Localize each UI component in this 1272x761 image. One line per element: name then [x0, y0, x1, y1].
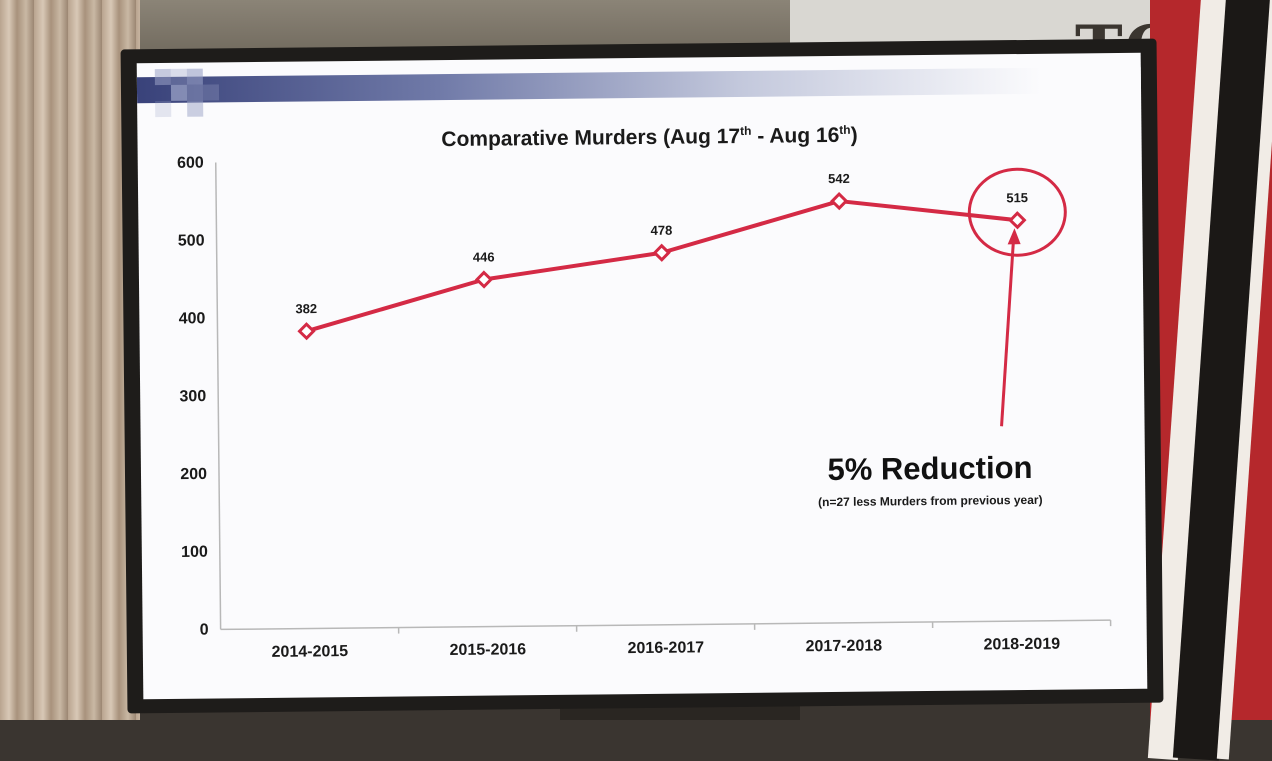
chart-title-superscript: th — [740, 124, 751, 138]
data-value-label: 515 — [1006, 190, 1028, 205]
chart-title-middle: - Aug 16 — [751, 124, 839, 148]
data-point-marker — [655, 246, 669, 260]
y-tick-label: 200 — [180, 466, 207, 483]
data-value-label: 542 — [828, 171, 850, 186]
y-axis-line — [216, 162, 221, 629]
series-line — [298, 192, 1025, 338]
chart-title-prefix: Comparative Murders (Aug 17 — [441, 125, 740, 151]
data-point-marker — [832, 194, 846, 208]
x-category-label: 2018-2019 — [983, 636, 1060, 654]
chart-title-suffix: ) — [851, 124, 858, 147]
y-axis-ticks: 0 100 200 300 400 500 600 — [177, 155, 209, 639]
x-category-label: 2017-2018 — [805, 637, 882, 655]
x-axis-categories: 2014-2015 2015-2016 2016-2017 2017-2018 2018… — [271, 620, 1111, 661]
line-chart: Comparative Murders (Aug 17th - Aug 16th… — [137, 53, 1148, 699]
y-tick-label: 100 — [181, 544, 208, 561]
y-tick-label: 300 — [179, 388, 206, 405]
annotation-subtitle: (n=27 less Murders from previous year) — [818, 493, 1043, 509]
data-value-label: 446 — [473, 249, 495, 264]
curtain-background — [0, 0, 140, 720]
chart-title-superscript-2: th — [839, 123, 850, 137]
annotation-arrowhead — [1007, 228, 1020, 244]
presentation-slide: Comparative Murders (Aug 17th - Aug 16th… — [137, 53, 1148, 699]
annotation-group: 5% Reduction (n=27 less Murders from pre… — [815, 169, 1069, 509]
annotation-arrow — [1000, 238, 1016, 426]
y-tick-label: 400 — [179, 310, 206, 327]
data-value-label: 478 — [651, 223, 673, 238]
x-category-label: 2014-2015 — [272, 643, 349, 661]
y-tick-label: 500 — [178, 232, 205, 249]
x-category-label: 2016-2017 — [628, 639, 705, 657]
y-tick-label: 0 — [200, 622, 209, 639]
data-point-marker — [477, 272, 491, 286]
chart-title: Comparative Murders (Aug 17th - Aug 16th… — [441, 123, 858, 151]
x-category-label: 2015-2016 — [450, 641, 527, 659]
monitor-bezel: Comparative Murders (Aug 17th - Aug 16th… — [121, 39, 1164, 714]
series-polyline — [305, 199, 1018, 331]
x-axis-line — [221, 620, 1111, 629]
y-tick-label: 600 — [177, 155, 204, 172]
data-point-marker — [1010, 213, 1024, 227]
data-labels: 382 446 478 542 515 — [294, 169, 1029, 316]
annotation-title: 5% Reduction — [827, 450, 1032, 487]
data-point-marker — [299, 324, 313, 338]
data-value-label: 382 — [295, 301, 317, 316]
